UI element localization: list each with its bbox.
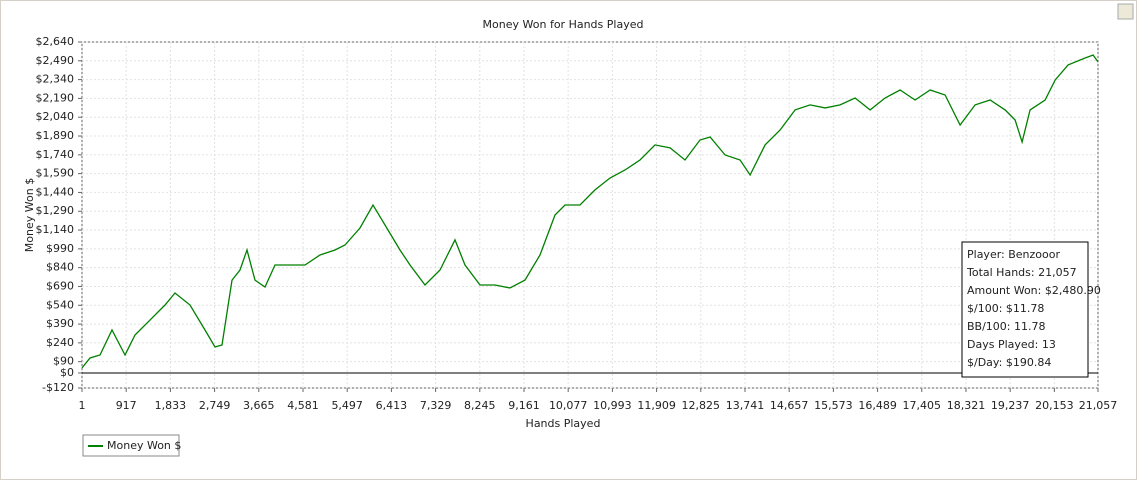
x-tick-label: 10,077 [549,399,588,412]
x-tick-label: 11,909 [637,399,676,412]
x-tick-label: 21,057 [1079,399,1118,412]
x-tick-label: 8,245 [464,399,496,412]
y-tick-label: $2,190 [36,91,75,104]
x-tick-label: 9,161 [508,399,540,412]
x-tick-label: 15,573 [814,399,853,412]
x-tick-label: 19,237 [991,399,1030,412]
x-tick-label: 6,413 [376,399,408,412]
x-tick-label: 14,657 [770,399,809,412]
x-tick-label: 7,329 [420,399,452,412]
resize-button[interactable] [1117,3,1134,20]
x-axis-label: Hands Played [526,417,601,430]
info-line: Total Hands: 21,057 [966,266,1077,279]
y-tick-label: $2,640 [36,35,75,48]
info-line: $/Day: $190.84 [967,356,1051,369]
y-tick-label: $1,740 [36,148,75,161]
y-tick-label: $2,040 [36,110,75,123]
x-tick-label: 17,405 [903,399,942,412]
plot-area [81,41,1099,389]
y-tick-label: $2,490 [36,54,75,67]
y-tick-label: $1,140 [36,223,75,236]
x-tick-label: 1 [79,399,86,412]
x-tick-label: 10,993 [593,399,632,412]
y-tick-label: $390 [46,317,74,330]
y-tick-label: $1,890 [36,129,75,142]
x-tick-label: 12,825 [682,399,721,412]
y-axis-label: Money Won $ [23,178,36,252]
y-tick-label: $840 [46,261,74,274]
info-line: Amount Won: $2,480.90 [967,284,1101,297]
x-tick-label: 4,581 [287,399,319,412]
y-tick-label: $2,340 [36,73,75,86]
x-tick-label: 917 [116,399,137,412]
info-line: Days Played: 13 [967,338,1056,351]
x-tick-label: 1,833 [155,399,187,412]
y-tick-label: $690 [46,279,74,292]
info-line: Player: Benzooor [967,248,1060,261]
info-box [961,241,1089,378]
legend-box [82,434,180,457]
x-tick-label: 20,153 [1035,399,1074,412]
x-tick-label: 2,749 [199,399,231,412]
x-tick-label: 13,741 [726,399,765,412]
x-tick-label: 5,497 [331,399,363,412]
y-tick-label: $1,440 [36,185,75,198]
y-tick-label: $0 [60,366,74,379]
y-tick-label: $1,290 [36,204,75,217]
y-tick-label: $540 [46,298,74,311]
chart-title: Money Won for Hands Played [483,18,644,31]
x-tick-label: 3,665 [243,399,275,412]
y-tick-label: -$120 [42,381,74,394]
y-tick-label: $990 [46,242,74,255]
info-line: BB/100: 11.78 [967,320,1046,333]
legend-label: Money Won $ [107,439,181,452]
info-line: $/100: $11.78 [967,302,1044,315]
y-tick-label: $90 [53,355,74,368]
line-series [81,54,1099,369]
y-tick-label: $240 [46,336,74,349]
y-tick-label: $1,590 [36,167,75,180]
x-tick-label: 18,321 [947,399,986,412]
x-tick-label: 16,489 [858,399,897,412]
